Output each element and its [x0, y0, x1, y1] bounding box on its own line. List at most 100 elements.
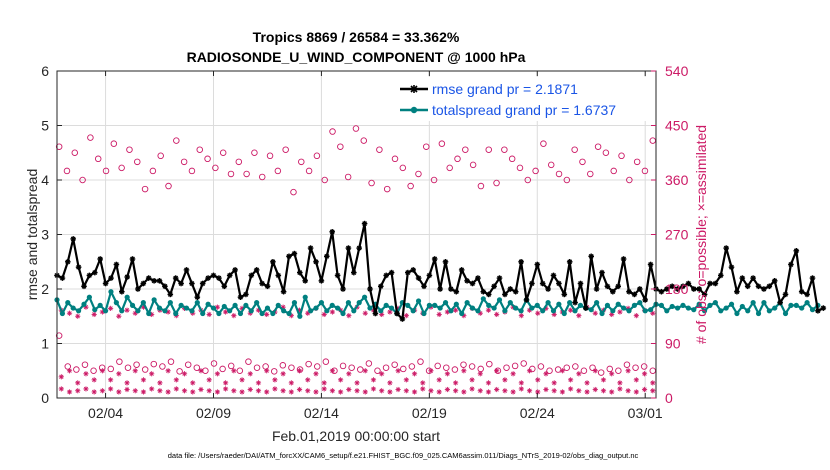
obs-assimilated-point	[75, 313, 81, 319]
obs-possible-point	[193, 364, 201, 371]
totalspread-point	[124, 294, 130, 300]
totalspread-point	[135, 308, 141, 314]
obs-possible-point	[204, 155, 211, 163]
obs-possible-point	[477, 182, 485, 190]
obs-possible-point	[165, 182, 172, 190]
rmse-point	[205, 275, 211, 281]
obs-assimilated-point	[354, 380, 360, 386]
obs-possible-point	[597, 369, 605, 376]
rmse-point	[626, 288, 632, 295]
obs-assimilated-point	[444, 371, 450, 377]
obs-assimilated-point	[600, 388, 607, 394]
obs-assimilated-point	[231, 368, 237, 374]
rmse-point	[820, 305, 827, 311]
obs-possible-series	[55, 125, 657, 376]
totalspread-point	[345, 300, 352, 306]
rmse-point	[777, 299, 783, 306]
totalspread-point	[86, 294, 92, 300]
totalspread-point	[113, 300, 119, 306]
x-tick-label: 03/01	[628, 405, 663, 421]
obs-assimilated-point	[272, 377, 278, 383]
rmse-point	[81, 283, 87, 290]
totalspread-point	[356, 300, 362, 306]
totalspread-point	[610, 308, 616, 314]
obs-assimilated-point	[403, 313, 409, 319]
rmse-point	[113, 261, 120, 268]
totalspread-point	[281, 308, 287, 314]
totalspread-point	[718, 308, 724, 314]
obs-assimilated-point	[214, 371, 220, 377]
obs-possible-point	[501, 146, 508, 153]
rmse-point	[318, 277, 325, 284]
obs-possible-point	[610, 167, 617, 175]
obs-assimilated-point	[91, 377, 97, 383]
legend-background	[394, 77, 654, 121]
obs-assimilated-point	[494, 386, 500, 393]
obs-assimilated-point	[321, 311, 327, 318]
obs-assimilated-point	[436, 311, 442, 318]
obs-possible-point	[520, 360, 527, 367]
legend-spread-label: totalspread grand pr = 1.6737	[432, 102, 616, 118]
obs-assimilated-point	[518, 313, 524, 319]
rmse-point	[566, 258, 573, 265]
rmse-point	[92, 269, 98, 276]
obs-possible-point	[219, 365, 226, 373]
obs-possible-point	[243, 170, 250, 178]
obs-assimilated-point	[625, 368, 631, 374]
obs-possible-point	[407, 182, 414, 190]
obs-assimilated-point	[502, 377, 508, 383]
totalspread-point	[205, 301, 211, 307]
obs-assimilated-point	[124, 307, 130, 313]
rmse-point	[782, 291, 789, 298]
obs-possible-point	[423, 143, 430, 150]
obs-assimilated-point	[116, 313, 122, 319]
totalspread-point	[734, 310, 740, 317]
rmse-point	[734, 288, 740, 295]
obs-assimilated-point	[518, 386, 524, 392]
rmse-point	[189, 280, 195, 287]
obs-possible-point	[141, 366, 149, 373]
obs-assimilated-point	[173, 377, 179, 383]
totalspread-point	[464, 300, 470, 306]
obs-possible-point	[415, 170, 422, 178]
totalspread-point	[442, 300, 449, 306]
y-left-tick-label: 2	[41, 281, 49, 297]
obs-possible-point	[133, 361, 140, 368]
totalspread-point	[588, 307, 594, 313]
rmse-point	[696, 286, 703, 292]
obs-possible-point	[516, 164, 524, 172]
totalspread-point	[529, 305, 535, 311]
obs-assimilated-point	[132, 368, 138, 374]
obs-assimilated-point	[453, 388, 459, 394]
y-right-tick-label: 540	[665, 63, 689, 79]
rmse-point	[313, 258, 319, 265]
rmse-point	[448, 286, 454, 292]
obs-assimilated-point	[280, 388, 286, 394]
rmse-point	[750, 275, 756, 281]
obs-assimilated-point	[650, 380, 656, 386]
obs-assimilated-point	[600, 377, 607, 383]
totalspread-point	[308, 308, 314, 314]
obs-possible-point	[618, 152, 625, 160]
y-left-tick-label: 4	[41, 172, 49, 188]
obs-assimilated-point	[346, 313, 352, 319]
obs-possible-point	[486, 360, 493, 368]
totalspread-point	[793, 302, 799, 308]
legend-rmse-label: rmse grand pr = 2.1871	[432, 81, 578, 97]
obs-assimilated-point	[568, 386, 574, 392]
obs-possible-point	[563, 364, 570, 371]
obs-assimilated-point	[58, 374, 64, 380]
totalspread-point	[712, 300, 718, 306]
totalspread-point	[475, 308, 481, 314]
x-tick-label: 02/04	[88, 405, 123, 421]
totalspread-point	[92, 307, 98, 313]
totalspread-point	[146, 310, 152, 317]
obs-possible-point	[623, 361, 631, 368]
rmse-point	[167, 291, 174, 298]
rmse-point	[458, 267, 465, 273]
obs-assimilated-point	[387, 389, 393, 395]
obs-possible-point	[212, 164, 219, 172]
obs-assimilated-point	[329, 368, 335, 374]
obs-possible-point	[253, 364, 261, 371]
obs-assimilated-point	[403, 388, 409, 394]
